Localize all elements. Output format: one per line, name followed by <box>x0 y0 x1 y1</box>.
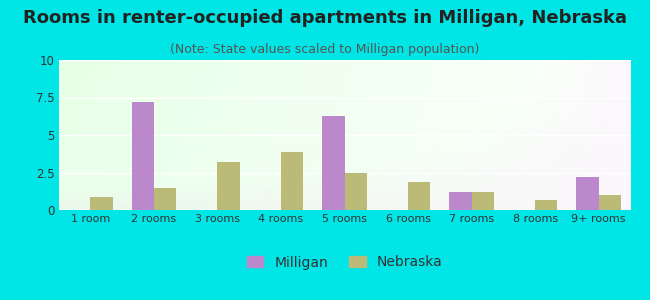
Bar <box>131 102 154 210</box>
Bar <box>599 195 621 210</box>
Bar <box>408 182 430 210</box>
Bar <box>217 162 240 210</box>
Bar <box>154 188 176 210</box>
Bar <box>472 192 494 210</box>
Text: (Note: State values scaled to Milligan population): (Note: State values scaled to Milligan p… <box>170 44 480 56</box>
Bar <box>577 177 599 210</box>
Bar <box>90 196 112 210</box>
Bar <box>322 116 344 210</box>
Text: Rooms in renter-occupied apartments in Milligan, Nebraska: Rooms in renter-occupied apartments in M… <box>23 9 627 27</box>
Bar <box>535 200 558 210</box>
Bar <box>449 192 472 210</box>
Bar <box>344 172 367 210</box>
Bar <box>281 152 303 210</box>
Legend: Milligan, Nebraska: Milligan, Nebraska <box>241 250 448 275</box>
